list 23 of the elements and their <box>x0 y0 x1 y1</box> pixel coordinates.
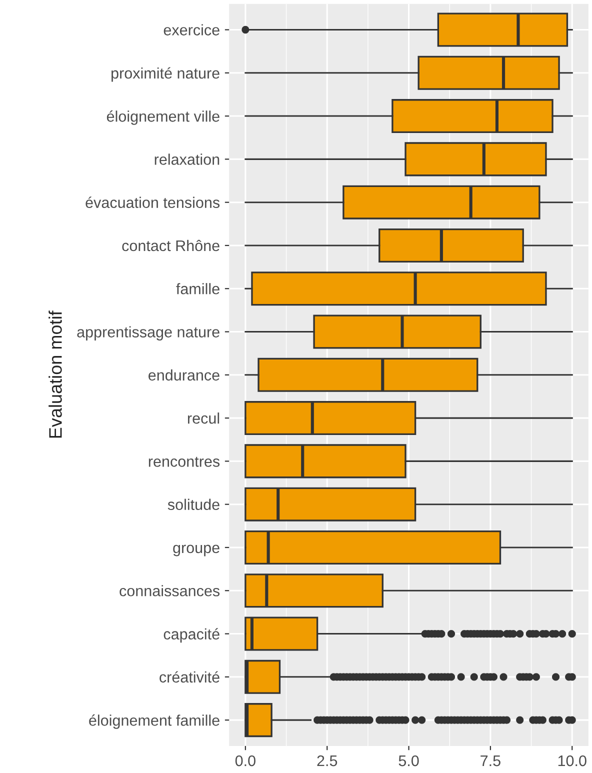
y-tick-label: endurance <box>148 369 220 381</box>
y-tick-label: évacuation tensions <box>86 196 220 208</box>
y-tick-label: connaissances <box>120 585 220 596</box>
y-tick-label: relaxation <box>154 154 220 165</box>
y-tick-label: éloignement famille <box>89 714 220 729</box>
x-tick-label: 0.0 <box>235 755 256 766</box>
x-tick-label: 10.0 <box>558 755 586 766</box>
y-tick-label: solitude <box>168 498 220 510</box>
y-tick-label: contact Rhône <box>122 240 220 252</box>
y-tick-label: exercice <box>164 24 220 36</box>
x-tick-label: 2.5 <box>317 755 338 766</box>
y-tick-label: groupe <box>173 544 220 556</box>
y-tick-label: famille <box>176 283 220 294</box>
x-tick-label: 5.0 <box>398 755 419 766</box>
y-tick-label: capacité <box>164 628 220 643</box>
x-tick-label: 7.5 <box>480 756 500 766</box>
y-tick-label: proximité nature <box>112 67 220 82</box>
y-tick-label: recul <box>188 412 220 424</box>
y-tick-label: apprentissage nature <box>77 326 220 340</box>
y-axis-title: Evaluation motif <box>48 310 62 438</box>
y-tick-label: rencontres <box>148 456 220 467</box>
y-tick-label: créativité <box>160 671 220 683</box>
y-tick-label: éloignement ville <box>106 110 220 125</box>
